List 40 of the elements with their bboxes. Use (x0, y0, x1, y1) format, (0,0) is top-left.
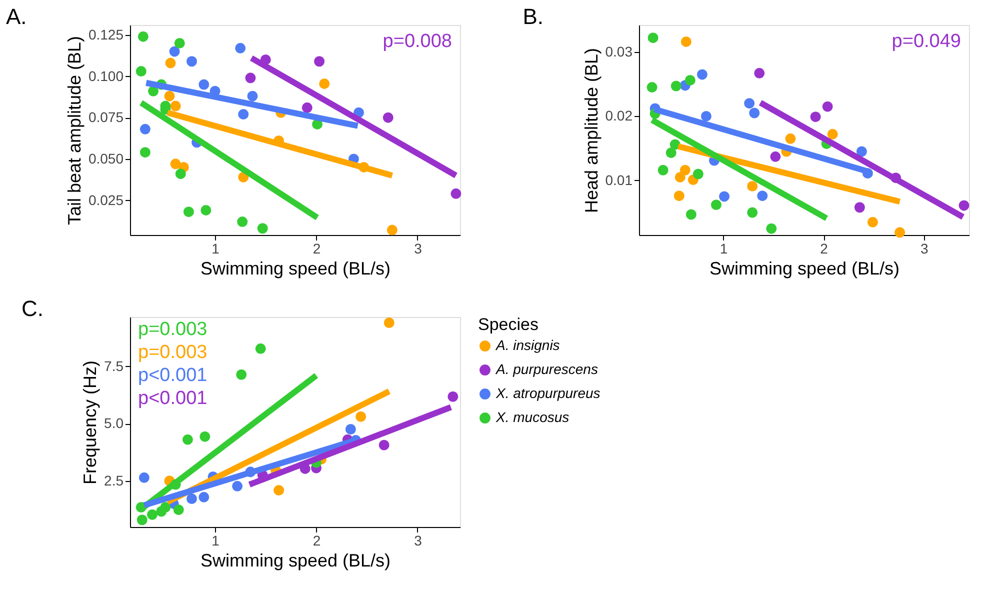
legend-title: Species (478, 315, 538, 334)
chart-title: B. (522, 4, 544, 29)
y-tick-label: 7.5 (104, 358, 124, 374)
y-tick-label: 0.01 (605, 172, 633, 188)
annotation: p=0.003 (138, 342, 208, 363)
x-axis-title: Swimming speed (BL/s) (200, 258, 391, 278)
y-tick-label: 0.03 (605, 43, 633, 60)
x-tick-label: 2 (820, 240, 828, 256)
x-tick-label: 1 (212, 532, 220, 548)
legend-label: X. mucosus (495, 409, 570, 425)
x-tick-label: 2 (312, 240, 321, 256)
y-tick-label: 2.5 (104, 472, 124, 489)
x-tick-label: 3 (920, 240, 928, 256)
x-tick-label: 3 (414, 240, 422, 256)
annotation: p=0.049 (892, 31, 961, 52)
legend-label: X. atropurpureus (495, 385, 600, 401)
x-tick-label: 1 (212, 240, 220, 256)
x-axis-title: Swimming speed (BL/s) (709, 258, 900, 278)
y-tick-label: 0.100 (88, 68, 124, 84)
y-tick-label: 0.050 (88, 150, 124, 166)
annotation: p<0.001 (138, 388, 208, 409)
legend-label: A. insignis (495, 337, 560, 353)
y-axis-title: Frequency (Hz) (80, 360, 100, 485)
annotation: p<0.001 (138, 365, 208, 386)
y-tick-label: 0.075 (88, 109, 124, 126)
y-axis-title: Tail beat amplitude (BL) (64, 36, 84, 226)
legend-label: A. purpurescens (495, 361, 598, 377)
annotation: p=0.003 (138, 319, 208, 340)
chart-title: C. (22, 296, 44, 321)
y-axis-title: Head amplitude (BL) (581, 48, 602, 214)
x-tick-label: 3 (414, 532, 422, 548)
x-tick-label: 2 (312, 532, 321, 548)
x-axis-title: Swimming speed (BL/s) (200, 550, 391, 570)
chart-title: A. (6, 4, 27, 29)
y-tick-label: 0.02 (605, 108, 633, 124)
y-tick-label: 0.125 (88, 26, 124, 42)
x-tick-label: 1 (720, 240, 728, 256)
y-tick-label: 0.025 (88, 192, 124, 208)
y-tick-label: 5.0 (104, 415, 124, 432)
annotation: p=0.008 (382, 31, 452, 52)
